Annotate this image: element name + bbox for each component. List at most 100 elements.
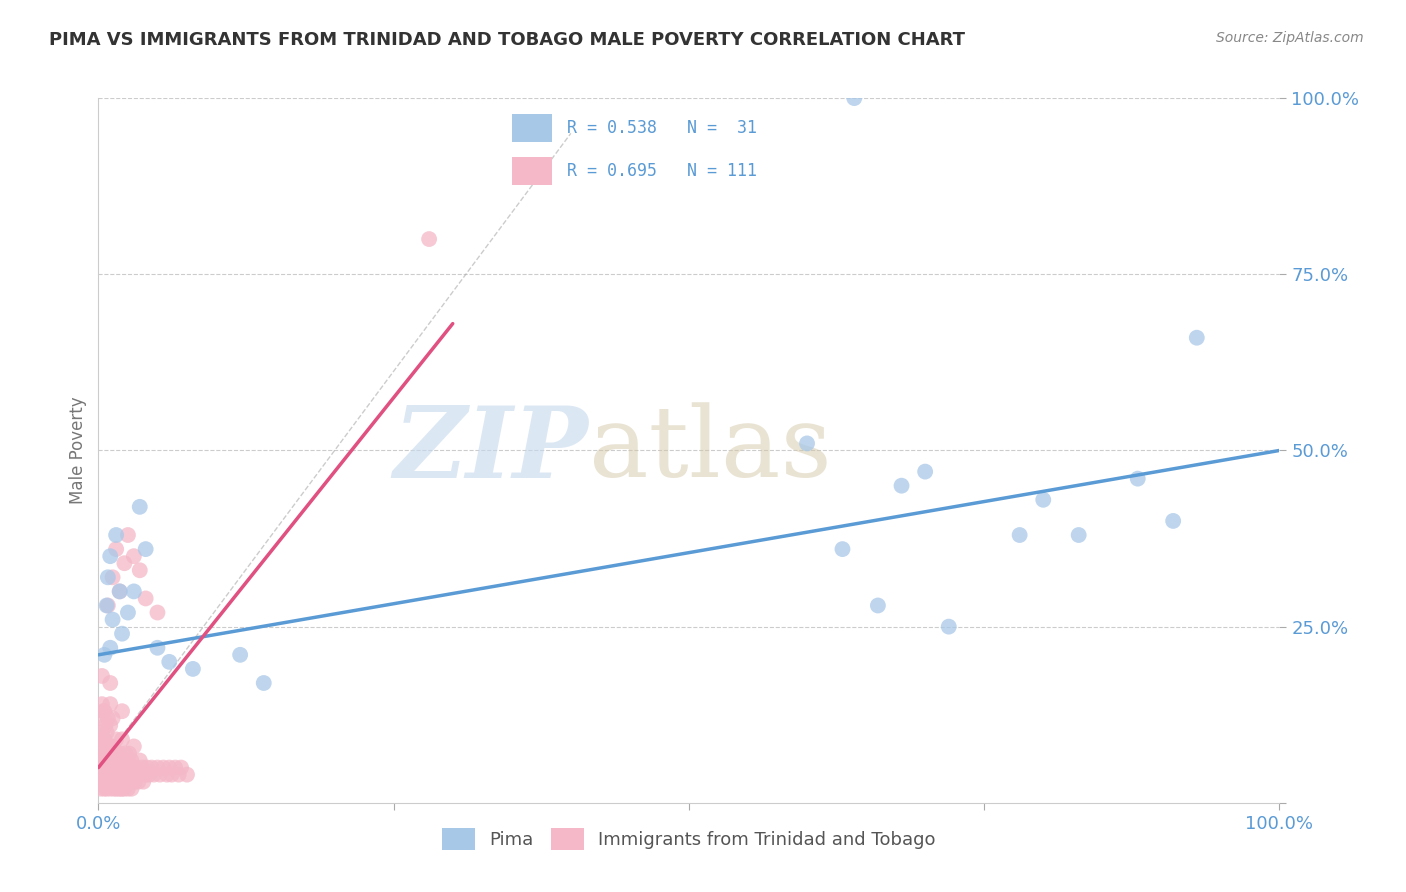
Point — [1032, 492, 1054, 507]
Point — [101, 739, 124, 754]
Text: Source: ZipAtlas.com: Source: ZipAtlas.com — [1216, 31, 1364, 45]
Point — [91, 704, 114, 718]
Bar — [512, 113, 551, 142]
Point — [93, 781, 115, 796]
Point — [94, 747, 117, 761]
Point — [121, 754, 143, 768]
Point — [124, 774, 146, 789]
Point — [107, 781, 129, 796]
Point — [938, 619, 960, 633]
Point — [97, 711, 120, 725]
Point — [101, 613, 124, 627]
Point — [107, 754, 129, 768]
Point — [89, 732, 111, 747]
Point — [229, 648, 252, 662]
Legend: Pima, Immigrants from Trinidad and Tobago: Pima, Immigrants from Trinidad and Tobag… — [434, 821, 943, 857]
Point — [93, 648, 115, 662]
Point — [108, 584, 131, 599]
Point — [135, 760, 157, 774]
Point — [91, 669, 114, 683]
Point — [176, 767, 198, 781]
Point — [93, 760, 115, 774]
Point — [125, 760, 148, 774]
Point — [121, 774, 143, 789]
Point — [122, 549, 145, 564]
Point — [105, 542, 128, 557]
Point — [105, 747, 128, 761]
Point — [128, 754, 150, 768]
Point — [93, 704, 115, 718]
Point — [97, 570, 120, 584]
Point — [890, 478, 912, 492]
Point — [127, 767, 149, 781]
Point — [831, 542, 853, 557]
Point — [90, 781, 112, 796]
Point — [98, 767, 121, 781]
Point — [98, 549, 121, 564]
Point — [111, 781, 134, 796]
Point — [111, 732, 134, 747]
Point — [118, 774, 141, 789]
Point — [110, 760, 132, 774]
Point — [914, 465, 936, 479]
Point — [114, 774, 136, 789]
Point — [149, 767, 172, 781]
Point — [105, 781, 128, 796]
Bar — [512, 157, 551, 186]
Point — [122, 739, 145, 754]
Point — [94, 718, 117, 732]
Point — [170, 760, 193, 774]
Point — [167, 767, 190, 781]
Point — [108, 774, 131, 789]
Point — [1008, 528, 1031, 542]
Point — [108, 584, 131, 599]
Text: R = 0.695   N = 111: R = 0.695 N = 111 — [567, 162, 758, 180]
Point — [89, 754, 111, 768]
Point — [1067, 528, 1090, 542]
Point — [96, 599, 118, 613]
Point — [98, 781, 121, 796]
Point — [418, 232, 440, 246]
Point — [1185, 331, 1208, 345]
Point — [128, 563, 150, 577]
Point — [157, 760, 180, 774]
Point — [135, 542, 157, 557]
Point — [142, 767, 165, 781]
Point — [866, 599, 889, 613]
Point — [103, 781, 125, 796]
Point — [98, 718, 121, 732]
Point — [135, 591, 157, 606]
Point — [160, 767, 183, 781]
Point — [146, 640, 169, 655]
Point — [94, 774, 117, 789]
Point — [122, 584, 145, 599]
Point — [91, 739, 114, 754]
Point — [128, 500, 150, 514]
Point — [156, 767, 179, 781]
Point — [112, 781, 135, 796]
Point — [93, 732, 115, 747]
Point — [112, 556, 135, 570]
Point — [121, 781, 143, 796]
Point — [105, 528, 128, 542]
Point — [112, 754, 135, 768]
Point — [112, 774, 135, 789]
Point — [105, 760, 128, 774]
Point — [128, 774, 150, 789]
Point — [117, 606, 139, 620]
Point — [90, 760, 112, 774]
Point — [117, 781, 139, 796]
Point — [117, 754, 139, 768]
Point — [110, 781, 132, 796]
Point — [131, 760, 153, 774]
Point — [122, 767, 145, 781]
Point — [115, 767, 138, 781]
Point — [105, 774, 128, 789]
Point — [89, 774, 111, 789]
Point — [146, 760, 169, 774]
Y-axis label: Male Poverty: Male Poverty — [69, 397, 87, 504]
Point — [111, 626, 134, 640]
Point — [108, 747, 131, 761]
Point — [97, 599, 120, 613]
Point — [114, 747, 136, 761]
